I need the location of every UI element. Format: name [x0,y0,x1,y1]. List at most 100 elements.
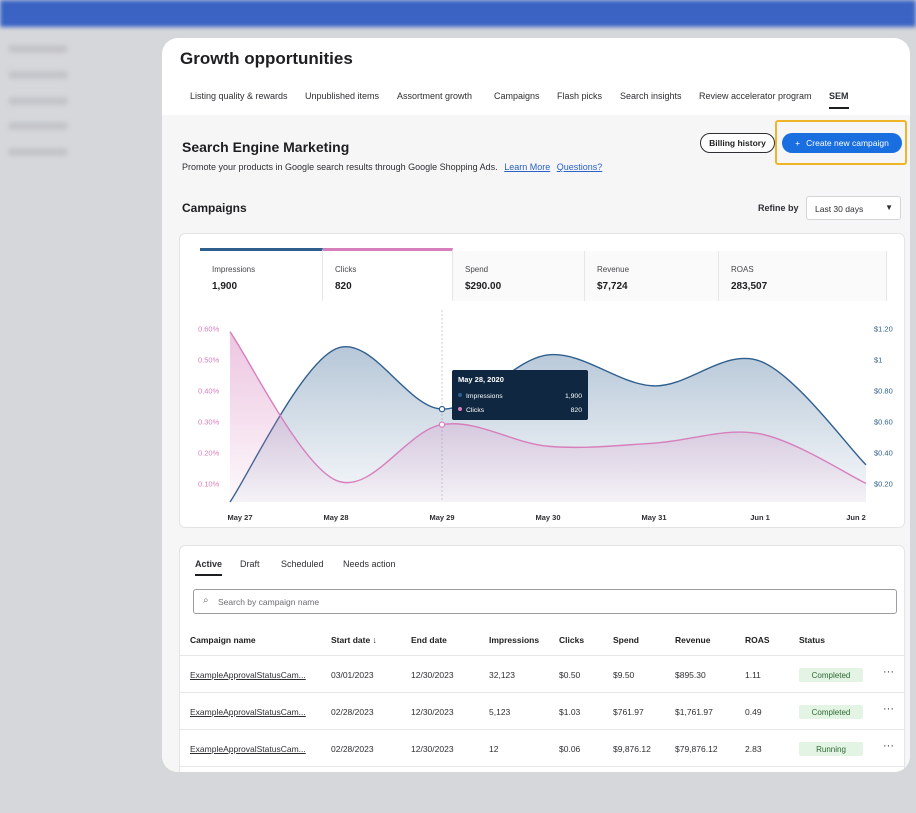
table-tab[interactable]: Draft [240,559,260,569]
table-tab[interactable]: Scheduled [281,559,324,569]
learn-more-link[interactable]: Learn More [504,162,551,172]
y2-tick-label: $1 [874,356,882,365]
table-panel: ⌕ Search by campaign name Active Draft Sche… [179,545,905,772]
nav-tab[interactable]: Assortment growth [397,91,473,101]
x-tick-label: May 31 [641,513,666,522]
tooltip: May 28, 2020 Impressions 1,900 Clicks 820 [452,370,588,420]
table-row: ExampleApprovalStatusCam... 02/28/2023 12/… [180,693,904,730]
table-header: Campaign name Start date ↓ End date Impress… [180,630,904,656]
nav-tab[interactable]: Listing quality & rewards [190,91,288,101]
table-tab[interactable]: Needs action [343,559,396,569]
tooltip-value: 1,900 [565,393,582,400]
create-campaign-button[interactable]: + Create new campaign [782,133,902,153]
top-bar [0,0,916,27]
status-badge: Completed [799,668,863,682]
billing-history-button[interactable]: Billing history [700,133,775,153]
search-placeholder: Search by campaign name [218,597,320,607]
refine-value: Last 30 days [815,204,864,214]
cell[interactable]: ExampleApprovalStatusCam... [190,707,306,717]
column-header: Spend [613,635,639,645]
metric-value: 283,507 [731,281,768,292]
y-tick-label: 0.60% [198,325,220,334]
page-title: Growth opportunities [180,49,353,68]
table-tab[interactable]: Active [195,559,223,576]
x-tick-label: May 28 [323,513,348,522]
cell: $9,876.12 [613,744,651,754]
cell: $1,761.97 [675,707,713,717]
cell: 12/30/2023 [411,707,454,717]
plus-icon: + [795,138,801,148]
sort-icon: ↓ [370,635,377,645]
x-tick-label: May 29 [429,513,454,522]
create-campaign-label: Create new campaign [806,138,889,148]
series-area [230,331,866,502]
cell: $761.97 [613,707,644,717]
metric-value: 1,900 [212,281,238,292]
search-box[interactable]: ⌕ Search by campaign name [193,589,897,614]
metric-tile[interactable]: ROAS 283,507 [719,251,887,301]
cell: $0.50 [559,670,581,680]
y-tick-label: 0.20% [198,448,220,457]
hover-point [438,405,446,413]
tooltip-dot [458,393,462,397]
table-row: ExampleApprovalStatusCam... 02/28/2023 12/… [180,730,904,767]
metric-tile[interactable]: Revenue $7,724 [585,251,719,301]
cell: 0.49 [745,707,762,717]
y-tick-label: 0.30% [198,417,220,426]
cell: $895.30 [675,670,706,680]
cell: 12 [489,744,499,754]
column-header: End date [411,635,447,645]
cell: 12/30/2023 [411,744,454,754]
refine-dropdown[interactable]: Last 30 days ▼ [806,196,901,220]
cell[interactable]: ExampleApprovalStatusCam... [190,670,306,680]
sidebar-item [8,71,68,79]
cell[interactable]: ExampleApprovalStatusCam... [190,744,306,754]
cell: 32,123 [489,670,515,680]
tooltip-value: 820 [571,407,583,414]
tooltip-title: May 28, 2020 [458,375,504,384]
metric-tile[interactable]: Clicks 820 [323,248,453,301]
table-row: ExampleApprovalStatusCam... 03/01/2023 12/… [180,656,904,693]
nav-tab[interactable]: SEM [829,91,849,109]
nav-tab[interactable]: Review accelerator program [699,91,812,101]
metric-label: ROAS [731,265,754,274]
highlight-box [775,120,907,165]
questions-link[interactable]: Questions? [556,162,603,172]
metric-tile[interactable]: Impressions 1,900 [200,248,323,301]
campaigns-title: Campaigns [182,201,247,215]
column-header: Clicks [559,635,585,645]
column-header: Revenue [675,635,711,645]
search-icon: ⌕ [203,595,209,606]
metric-tile[interactable]: Spend $290.00 [453,251,585,301]
metric-value: $290.00 [465,281,502,292]
refine-label: Refine by [758,203,799,213]
nav-tab[interactable]: Campaigns [494,91,540,101]
column-header: Campaign name [190,635,256,645]
cell: 02/28/2023 [331,744,374,754]
y2-tick-label: $0.80 [874,387,893,396]
nav-tab[interactable]: Unpublished items [305,91,380,101]
section-title: Search Engine Marketing [182,139,350,155]
nav-tab[interactable]: Search insights [620,91,682,101]
column-header: Impressions [489,635,540,645]
cell: 5,123 [489,707,511,717]
row-menu[interactable]: ··· [883,740,894,752]
nav-tab[interactable]: Flash picks [557,91,603,101]
hover-point [438,421,446,428]
row-menu[interactable]: ··· [883,666,894,678]
metric-label: Impressions [212,265,256,274]
series-line [229,331,867,485]
status-badge: Running [799,742,863,756]
sidebar-item [8,97,68,105]
cell: 02/28/2023 [331,707,374,717]
metric-label: Spend [465,265,489,274]
description-line: Promote your products in Google search r… [182,162,602,172]
sidebar-item [8,148,68,156]
x-tick-label: May 27 [227,513,252,522]
tooltip-label: Impressions [466,393,503,400]
y-tick-label: 0.40% [198,387,220,396]
row-menu[interactable]: ··· [883,703,894,715]
cell: $9.50 [613,670,635,680]
